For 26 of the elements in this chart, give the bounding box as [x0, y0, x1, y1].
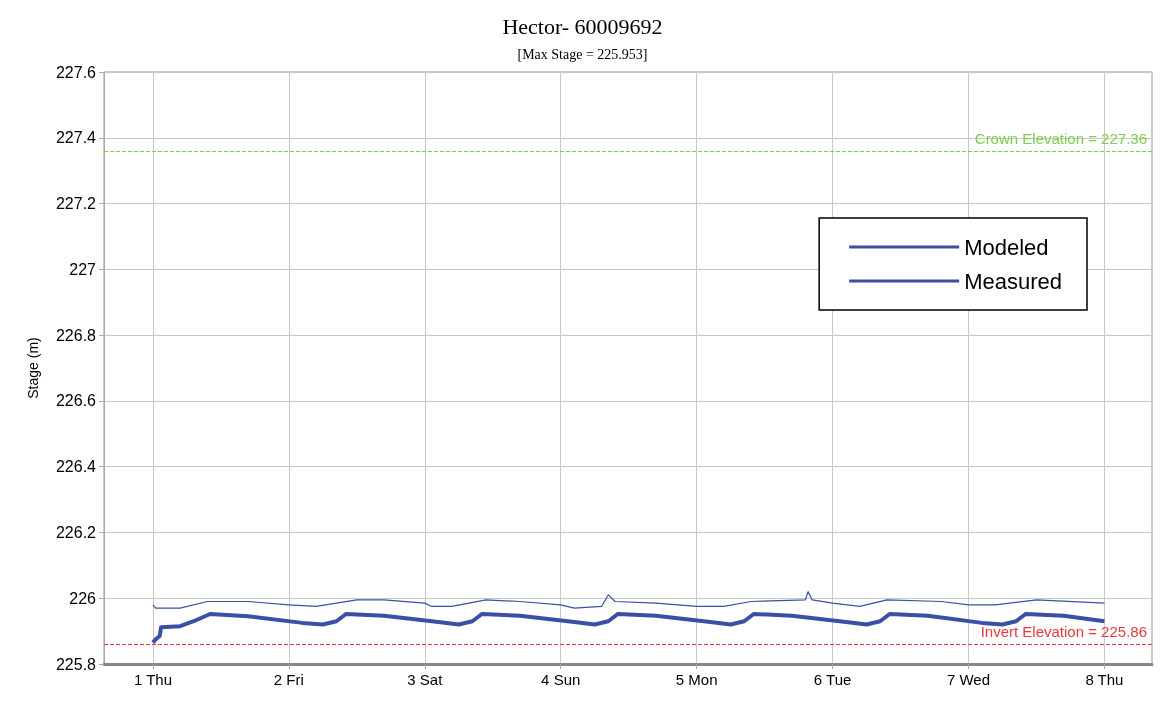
y-tick-label: 226.8 — [55, 326, 97, 344]
y-tick-label: 226.4 — [55, 458, 97, 476]
x-tick-label: 8 Thu — [1085, 671, 1124, 688]
x-tick-label: 7 Wed — [946, 671, 991, 688]
x-tick-label: 1 Thu — [133, 671, 172, 688]
y-tick-label: 226.2 — [55, 523, 97, 541]
y-tick-label: 227.4 — [55, 129, 97, 147]
ref-line-label: Invert Elevation = 225.86 — [980, 623, 1147, 641]
x-tick-label: 2 Fri — [273, 671, 304, 688]
y-tick-label: 227.6 — [55, 63, 97, 81]
legend-label: Modeled — [964, 234, 1049, 260]
chart-title: Hector- 60009692 — [502, 13, 663, 39]
ref-line-label: Crown Elevation = 227.36 — [974, 129, 1147, 147]
y-axis-title: Stage (m) — [25, 337, 41, 399]
line-series — [152, 591, 1106, 609]
y-tick-label: 226 — [69, 589, 97, 607]
y-tick-label: 227.2 — [55, 195, 97, 213]
x-tick-label: 4 Sun — [541, 671, 581, 688]
y-tick-label: 225.8 — [55, 655, 97, 673]
legend-label: Measured — [964, 268, 1063, 294]
chart-subtitle: [Max Stage = 225.953] — [517, 46, 648, 62]
x-tick-label: 5 Mon — [675, 671, 718, 688]
y-tick-label: 227 — [69, 260, 97, 278]
x-tick-label: 3 Sat — [407, 671, 444, 688]
y-tick-label: 226.6 — [55, 392, 97, 410]
x-tick-label: 6 Tue — [813, 671, 852, 688]
